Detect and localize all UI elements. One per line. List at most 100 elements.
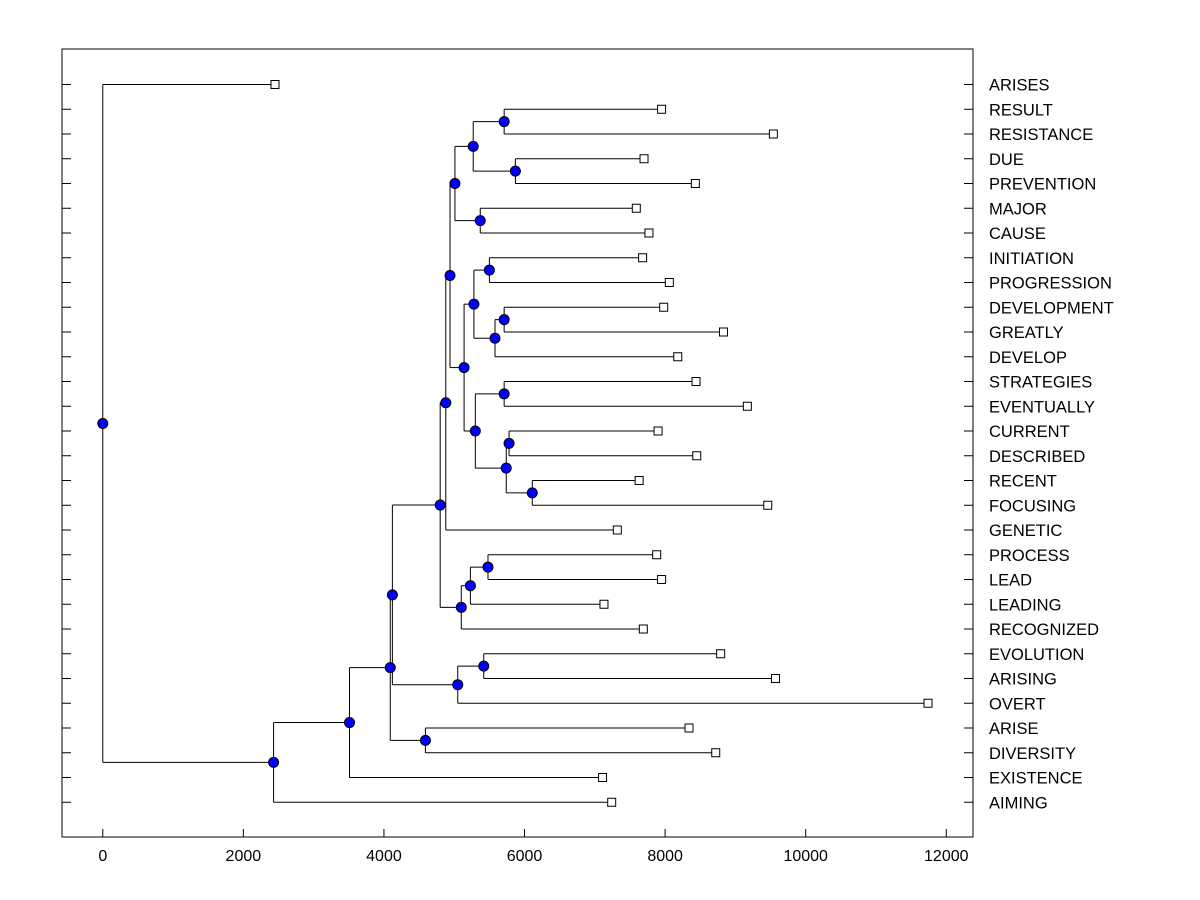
leaf-marker [639,154,649,164]
merge-node [386,589,398,601]
leaf-label: GENETIC [989,522,1062,540]
left-tick-marks [62,84,71,803]
leaf-label: OVERT [989,695,1046,713]
leaf-label: FOCUSING [989,497,1076,515]
merge-node [478,660,490,672]
leaf-markers [270,80,933,807]
leaf-marker [768,129,778,139]
leaf-label: LEADING [989,596,1061,614]
leaf-marker [599,599,609,609]
leaf-label: RESULT [989,101,1053,119]
leaf-label: PREVENTION [989,176,1096,194]
leaf-label: LEAD [989,572,1032,590]
merge-node [97,417,109,429]
leaf-label: DUE [989,151,1024,169]
leaf-marker [684,723,694,733]
merge-node [498,388,510,400]
leaf-label: EXISTENCE [989,770,1083,788]
merge-node [526,487,538,499]
leaf-label: CAUSE [989,225,1046,243]
leaf-label: RECOGNIZED [989,621,1099,639]
leaf-label: EVENTUALLY [989,398,1095,416]
merge-node [440,397,452,409]
leaf-marker [644,228,654,238]
leaf-marker [691,377,701,386]
leaf-marker [634,476,644,485]
x-tick-label: 2000 [226,848,262,865]
leaf-marker [638,253,648,263]
leaf-label: INITIATION [989,250,1074,268]
merge-node [384,662,396,674]
x-tick-label: 6000 [507,848,543,865]
leaf-label: PROGRESSION [989,275,1112,293]
leaf-marker [659,302,669,312]
merge-node [449,178,461,189]
leaf-marker [673,352,683,362]
leaf-label: EVOLUTION [989,646,1084,664]
tree-branches [102,84,929,803]
leaf-label: RECENT [989,473,1057,491]
x-tick-label: 4000 [366,848,402,865]
leaf-label: GREATLY [989,324,1064,342]
leaf-label: DEVELOPMENT [989,299,1114,317]
leaf-label: AIMING [989,794,1048,812]
leaf-label: DEVELOP [989,349,1067,367]
leaf-marker [657,104,667,114]
leaf-label: ARISES [989,77,1050,95]
leaf-marker [690,179,700,188]
merge-node [467,140,479,152]
merge-node [452,679,464,691]
leaf-marker [770,674,780,683]
leaf-marker [742,401,752,411]
merge-node [469,425,481,437]
leaf-label: DESCRIBED [989,448,1085,466]
merge-node [455,601,467,613]
merge-node [419,734,431,746]
merge-node [474,215,486,227]
leaf-label: MAJOR [989,200,1047,218]
leaf-label: RESISTANCE [989,126,1093,144]
merge-node [482,561,494,573]
x-tick-label: 0 [98,848,107,865]
leaf-label: ARISING [989,671,1057,689]
x-tick-label: 10000 [783,848,828,865]
plot-frame [61,48,974,838]
merge-node [498,314,510,326]
leaf-marker [763,500,773,510]
merge-node [434,499,446,511]
leaf-marker [923,698,933,708]
merge-node [464,580,476,592]
x-tick-label: 8000 [647,848,683,865]
leaf-marker [631,203,641,213]
merge-node [343,717,355,729]
merge-node [500,462,512,474]
leaf-marker [598,773,608,782]
merge-node [458,362,470,374]
leaf-marker [718,327,728,337]
x-tick-label: 12000 [924,848,969,865]
leaf-label: DIVERSITY [989,745,1076,763]
leaf-label: STRATEGIES [989,374,1092,392]
leaf-marker [270,80,280,89]
leaf-marker [652,550,662,560]
merge-node [468,298,480,310]
merge-node [503,437,515,449]
merge-node [268,756,280,768]
leaf-label: ARISE [989,720,1039,738]
leaf-label: CURRENT [989,423,1070,441]
x-tick-labels: 0 2000 4000 6000 8000 10000 12000 [98,848,968,865]
merge-nodes [97,116,538,768]
leaf-marker [638,624,648,634]
leaf-labels: ARISES RESULT RESISTANCE DUE PREVENTION MAJOR… [989,77,1114,813]
leaf-marker [653,426,663,436]
merge-node [509,165,521,177]
merge-node [498,116,510,128]
merge-node [489,332,501,344]
merge-node [483,264,495,276]
x-axis-ticks [102,829,947,837]
leaf-marker [711,748,721,758]
right-tick-marks [964,84,973,803]
leaf-marker [692,451,702,461]
leaf-marker [607,797,617,807]
